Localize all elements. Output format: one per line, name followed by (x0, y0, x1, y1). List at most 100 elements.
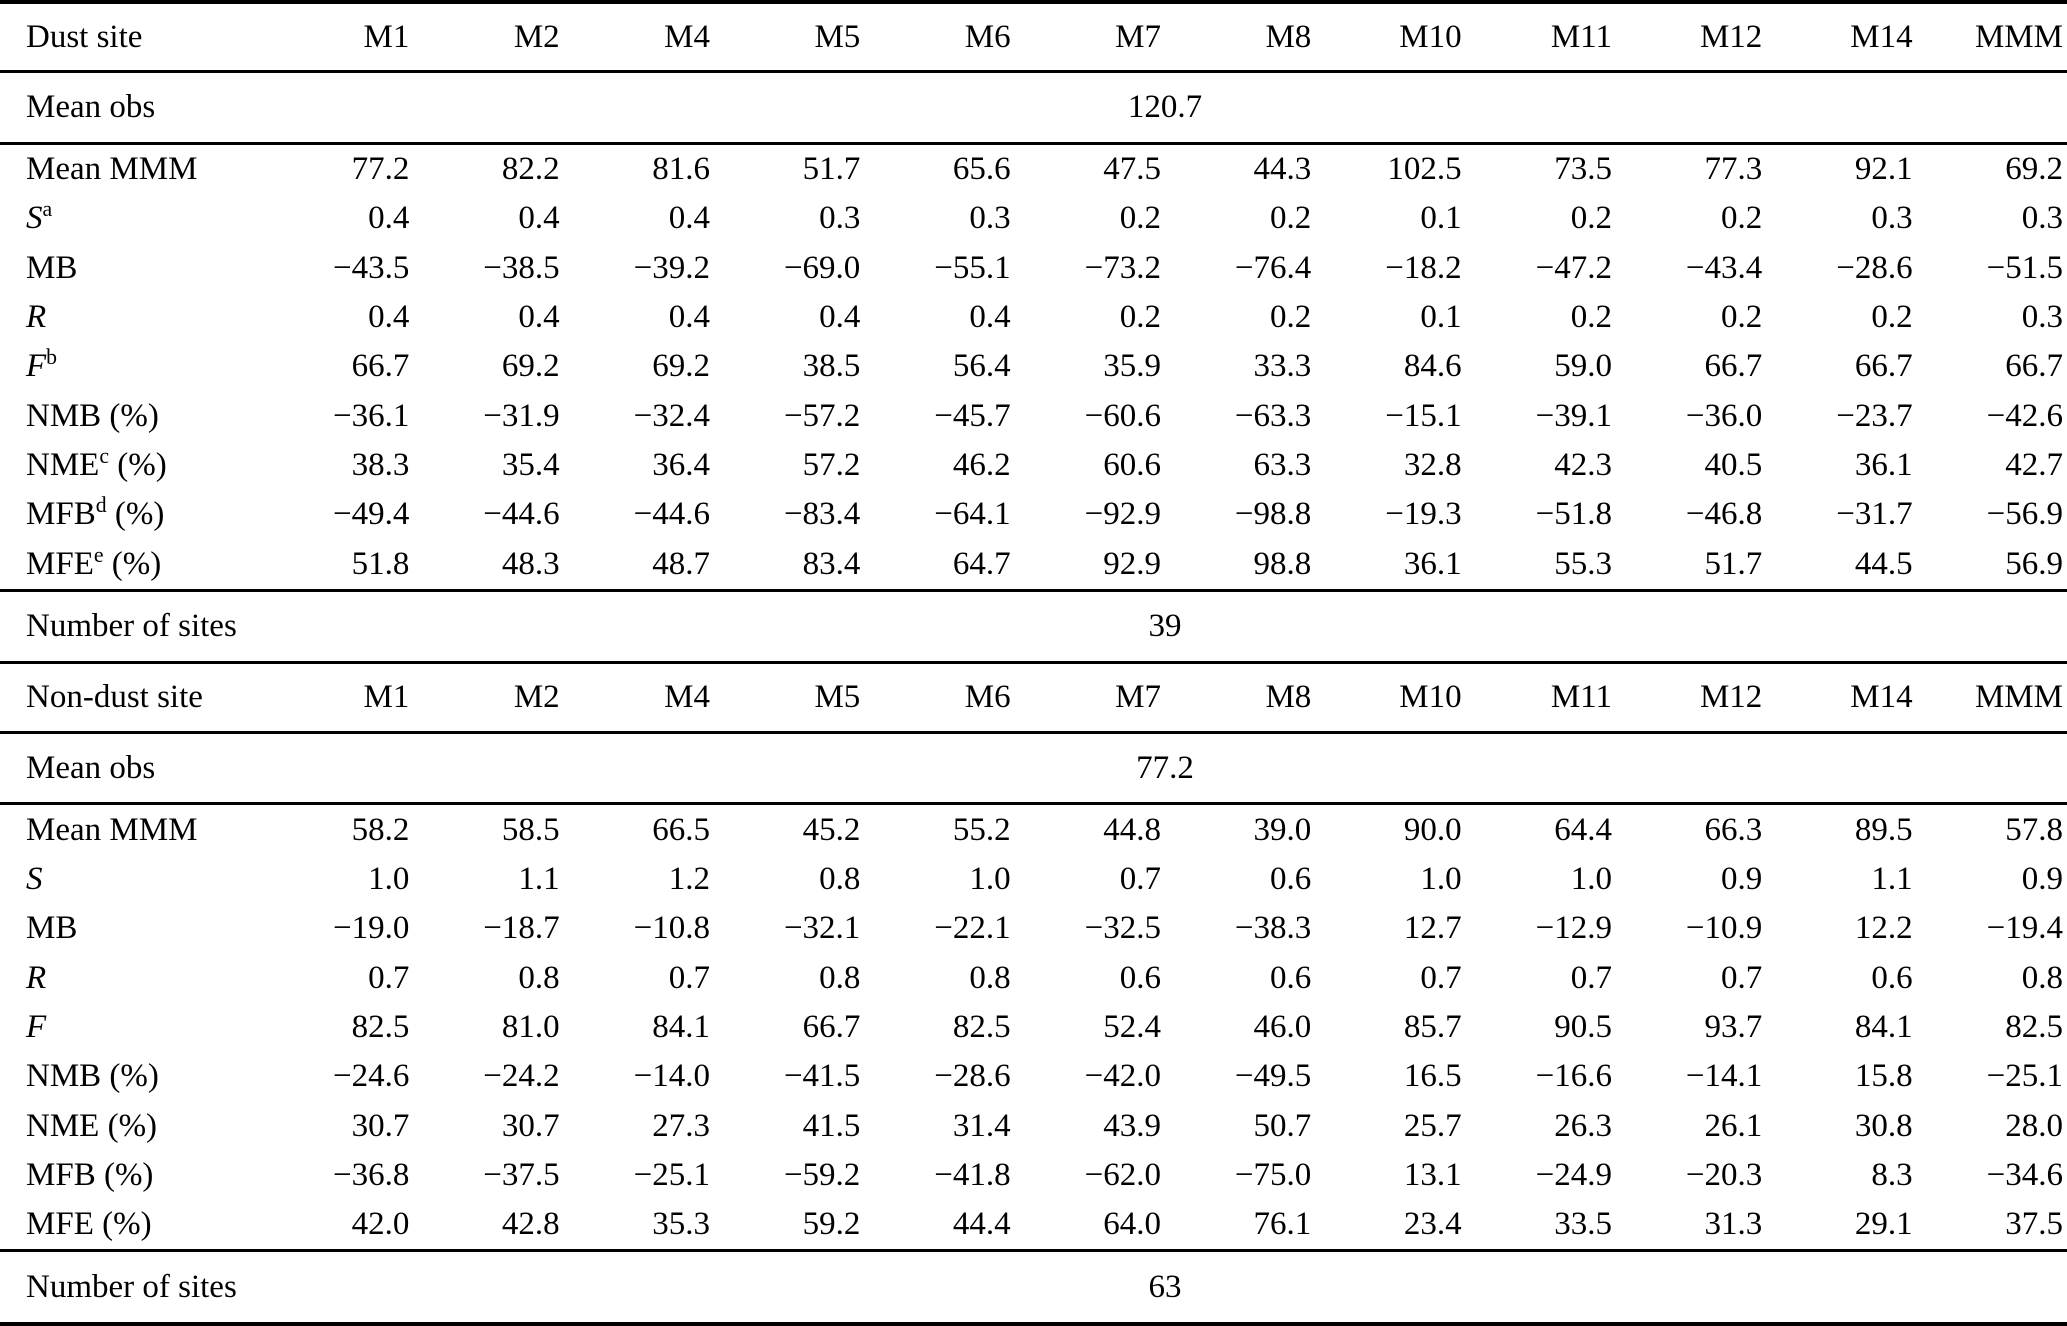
cell-value: −42.0 (1084, 1058, 1161, 1095)
column-header: M10 (1315, 662, 1466, 734)
cell-value: 42.7 (2005, 447, 2063, 484)
row-label: Number of sites (0, 590, 263, 665)
cell-value: −47.2 (1535, 249, 1612, 286)
column-header: M5 (713, 2, 865, 74)
cell-value: 44.5 (1766, 539, 1917, 592)
cell-value: 65.6 (952, 151, 1011, 188)
cell-value: −39.1 (1535, 397, 1612, 434)
cell-value: 0.2 (1721, 200, 1763, 237)
cell-value: −28.6 (1836, 249, 1913, 286)
cell-value: −62.0 (1084, 1156, 1161, 1193)
cell-value: 0.8 (518, 959, 560, 996)
cell-value: −44.6 (633, 496, 710, 533)
table-row: NMB (%) −36.1 −31.9 −32.4 −57.2 −45.7 −60.6 −63… (0, 392, 2067, 441)
column-header: M14 (1766, 2, 1917, 74)
cell-value: 0.2 (1721, 299, 1763, 336)
column-header: M11 (1465, 662, 1616, 734)
table-row: Mean MMM 58.2 58.5 66.5 45.2 55.2 44.8 39.0 90.0… (0, 804, 2067, 855)
cell-value: 66.7 (351, 348, 410, 385)
cell-value: 42.8 (413, 1200, 564, 1253)
cell-value: −34.6 (1986, 1156, 2063, 1193)
cell-value: 85.7 (1403, 1008, 1462, 1045)
cell-value: −18.2 (1385, 249, 1462, 286)
span-value: 120.7 (263, 71, 2067, 145)
cell-value: 0.4 (969, 299, 1011, 336)
cell-value: 66.5 (652, 811, 710, 848)
cell-value: 0.8 (819, 860, 861, 897)
cell-value: 0.8 (969, 959, 1011, 996)
cell-value: 0.2 (1570, 299, 1612, 336)
cell-value: 66.3 (1704, 811, 1763, 848)
column-header: M4 (563, 2, 714, 74)
cell-value: −25.1 (1986, 1058, 2063, 1095)
cell-value: −19.3 (1385, 496, 1462, 533)
cell-value: 29.1 (1766, 1200, 1917, 1253)
cell-value: 59.2 (713, 1200, 865, 1253)
column-header: M12 (1615, 2, 1767, 74)
cell-value: 82.5 (952, 1008, 1011, 1045)
cell-value: −57.2 (783, 397, 861, 434)
cell-value: −43.5 (332, 249, 410, 286)
row-label: MFEe (%) (0, 539, 263, 592)
column-header: MMM (1916, 2, 2067, 74)
row-label: R (26, 959, 47, 996)
table-row: MFE (%) 42.0 42.8 35.3 59.2 44.4 64.0 76.1 23.4 3… (0, 1200, 2067, 1253)
cell-value: −20.3 (1685, 1156, 1763, 1193)
cell-value: 0.8 (2021, 959, 2063, 996)
cell-value: 8.3 (1871, 1156, 1913, 1193)
cell-value: −36.0 (1685, 397, 1763, 434)
cell-value: −28.6 (934, 1058, 1011, 1095)
cell-value: −60.6 (1084, 397, 1161, 434)
cell-value: 0.1 (1420, 200, 1462, 237)
cell-value: −69.0 (783, 249, 861, 286)
cell-value: −32.1 (783, 910, 861, 947)
cell-value: 50.7 (1253, 1107, 1312, 1144)
row-label: NMB (%) (26, 397, 159, 434)
cell-value: 33.3 (1253, 348, 1312, 385)
cell-value: −43.4 (1685, 249, 1763, 286)
column-header: M8 (1164, 2, 1316, 74)
table-row: Sa 0.4 0.4 0.4 0.3 0.3 0.2 0.2 0.1 0.2 0.2 0.3 0.3 (0, 194, 2067, 243)
cell-value: −10.8 (633, 910, 710, 947)
table-row: NMEc (%) 38.3 35.4 36.4 57.2 46.2 60.6 63.3 32.8… (0, 441, 2067, 490)
cell-value: 1.0 (368, 860, 410, 897)
cell-value: 52.4 (1103, 1008, 1161, 1045)
cell-value: 38.3 (351, 447, 410, 484)
cell-value: 32.8 (1403, 447, 1462, 484)
cell-value: 1.0 (969, 860, 1011, 897)
cell-value: −38.3 (1234, 910, 1312, 947)
cell-value: 0.6 (1270, 959, 1312, 996)
table-row: MFEe (%) 51.8 48.3 48.7 83.4 64.7 92.9 98.8 36.1… (0, 539, 2067, 592)
cell-value: 64.7 (864, 539, 1015, 592)
row-label: Mean MMM (26, 151, 198, 188)
column-header: MMM (1916, 662, 2067, 734)
mean-obs-row: Mean obs 120.7 (0, 71, 2067, 145)
cell-value: 35.9 (1103, 348, 1161, 385)
cell-value: 40.5 (1704, 447, 1763, 484)
cell-value: 26.3 (1554, 1107, 1612, 1144)
table-row: MFBd (%) −49.4 −44.6 −44.6 −83.4 −64.1 −92.9 −9… (0, 490, 2067, 539)
cell-value: 36.1 (1854, 447, 1913, 484)
cell-value: −15.1 (1385, 397, 1462, 434)
cell-value: 43.9 (1103, 1107, 1161, 1144)
cell-value: −75.0 (1234, 1156, 1312, 1193)
cell-value: 42.0 (263, 1200, 414, 1253)
cell-value: −41.8 (934, 1156, 1011, 1193)
cell-value: 31.4 (952, 1107, 1011, 1144)
cell-value: 0.4 (668, 299, 710, 336)
cell-value: 0.2 (1270, 200, 1312, 237)
column-header: M5 (713, 662, 865, 734)
row-label: NME (%) (26, 1107, 158, 1144)
cell-value: −18.7 (483, 910, 560, 947)
cell-value: 0.4 (518, 200, 560, 237)
cell-value: −31.7 (1836, 496, 1913, 533)
cell-value: 41.5 (802, 1107, 861, 1144)
column-header: M6 (864, 662, 1015, 734)
cell-value: −73.2 (1084, 249, 1161, 286)
cell-value: −19.0 (332, 910, 410, 947)
column-header: M2 (413, 2, 564, 74)
cell-value: −56.9 (1986, 496, 2063, 533)
cell-value: 69.2 (2005, 151, 2063, 188)
cell-value: 64.0 (1014, 1200, 1165, 1253)
